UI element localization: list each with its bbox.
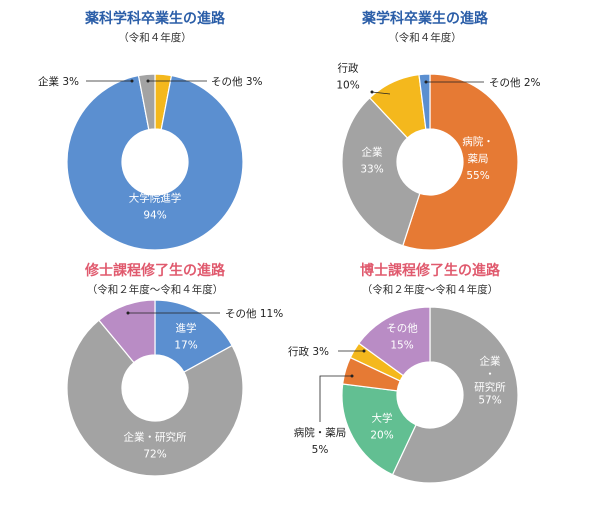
- slice-label-line: 薬局: [468, 153, 489, 165]
- slice-label-line: 病院・: [462, 135, 494, 148]
- slice-label-line: 大学院進学: [129, 192, 182, 205]
- chart-title: 薬科学科卒業生の進路: [85, 11, 225, 27]
- slice-企業: [341, 97, 421, 247]
- slice-label-line: 17%: [174, 340, 197, 352]
- chart-title: 薬学科卒業生の進路: [362, 11, 488, 27]
- slice-label: 企業 33%: [360, 146, 383, 176]
- chart-subtitle: （令和２年度〜令和４年度）: [361, 284, 499, 296]
- slice-大学院進学: [66, 74, 244, 251]
- slice-label-line: 進学: [176, 322, 197, 335]
- chart-subtitle: （令和２年度〜令和４年度）: [86, 284, 224, 296]
- slice-企業・研究所: [66, 319, 244, 477]
- slice-label-line: 行政: [338, 62, 359, 75]
- callout-line: [371, 91, 391, 95]
- slice-label: 行政 10%: [336, 62, 359, 92]
- slice-label-line: その他 3%: [211, 75, 263, 88]
- slice-label: その他 2%: [489, 76, 541, 89]
- slice-label: 大学院進学 94%: [129, 192, 182, 222]
- slice-label-line: 企業・研究所: [124, 431, 187, 444]
- callout-dot: [130, 79, 134, 83]
- slice-label-line: 企業: [362, 146, 383, 159]
- slice-label: 企業 3%: [38, 75, 79, 88]
- chart-subtitle: （令和４年度）: [118, 32, 192, 44]
- slice-病院・薬局: [402, 73, 519, 251]
- callout-dot: [146, 79, 150, 83]
- slice-label-line: 94%: [143, 210, 166, 222]
- chart-title: 博士課程修了生の進路: [360, 263, 500, 279]
- slice-その他: [98, 299, 156, 364]
- slice-label-line: 10%: [336, 80, 359, 92]
- slice-label: その他 11%: [225, 307, 283, 320]
- callout-dot: [424, 80, 428, 84]
- chart-subtitle: （令和４年度）: [388, 32, 462, 44]
- callout-dot: [370, 90, 374, 94]
- slice-label-line: 72%: [143, 449, 166, 461]
- chart-title: 修士課程修了生の進路: [85, 263, 225, 279]
- slice-label-line: 企業 3%: [38, 75, 79, 88]
- callout-dot: [126, 311, 130, 315]
- slice-label-line: 55%: [466, 170, 489, 182]
- slice-label: その他 3%: [211, 75, 263, 88]
- slice-進学: [154, 299, 233, 373]
- slice-企業: [137, 73, 156, 131]
- slice-label: 病院・薬局 55%: [462, 135, 494, 182]
- slice-label-line: 33%: [360, 164, 383, 176]
- slice-label: 進学 17%: [174, 322, 197, 352]
- slice-label-line: その他 2%: [489, 76, 541, 89]
- slice-label-line: その他 11%: [225, 307, 283, 320]
- slice-label: 企業・研究所 72%: [124, 431, 187, 461]
- slice-その他: [418, 73, 431, 130]
